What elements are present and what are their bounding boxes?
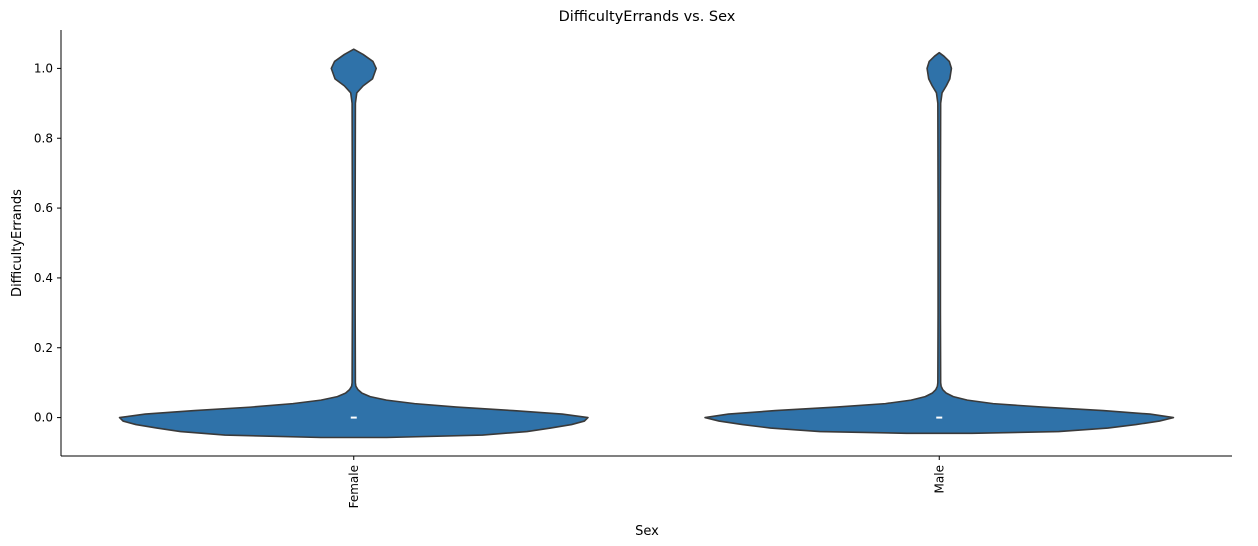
- chart-title: DifficultyErrands vs. Sex: [559, 9, 736, 25]
- y-tick-label: 0.0: [34, 411, 53, 425]
- y-tick-label: 0.8: [34, 131, 53, 145]
- violin-male: [704, 51, 1175, 435]
- x-tick-label-male: Male: [932, 465, 946, 493]
- x-tick-label-female: Female: [347, 465, 361, 508]
- y-tick-label: 0.6: [34, 201, 53, 215]
- axes: 0.0 0.2 0.4 0.6 0.8 1.0 Female Male: [34, 30, 1232, 508]
- y-axis-label: DifficultyErrands: [10, 189, 25, 297]
- x-axis-label: Sex: [635, 524, 659, 539]
- y-tick-label: 0.2: [34, 341, 53, 355]
- violin-female: [118, 48, 589, 439]
- plot-area: [118, 48, 1175, 439]
- y-tick-label: 1.0: [34, 61, 53, 75]
- y-tick-label: 0.4: [34, 271, 53, 285]
